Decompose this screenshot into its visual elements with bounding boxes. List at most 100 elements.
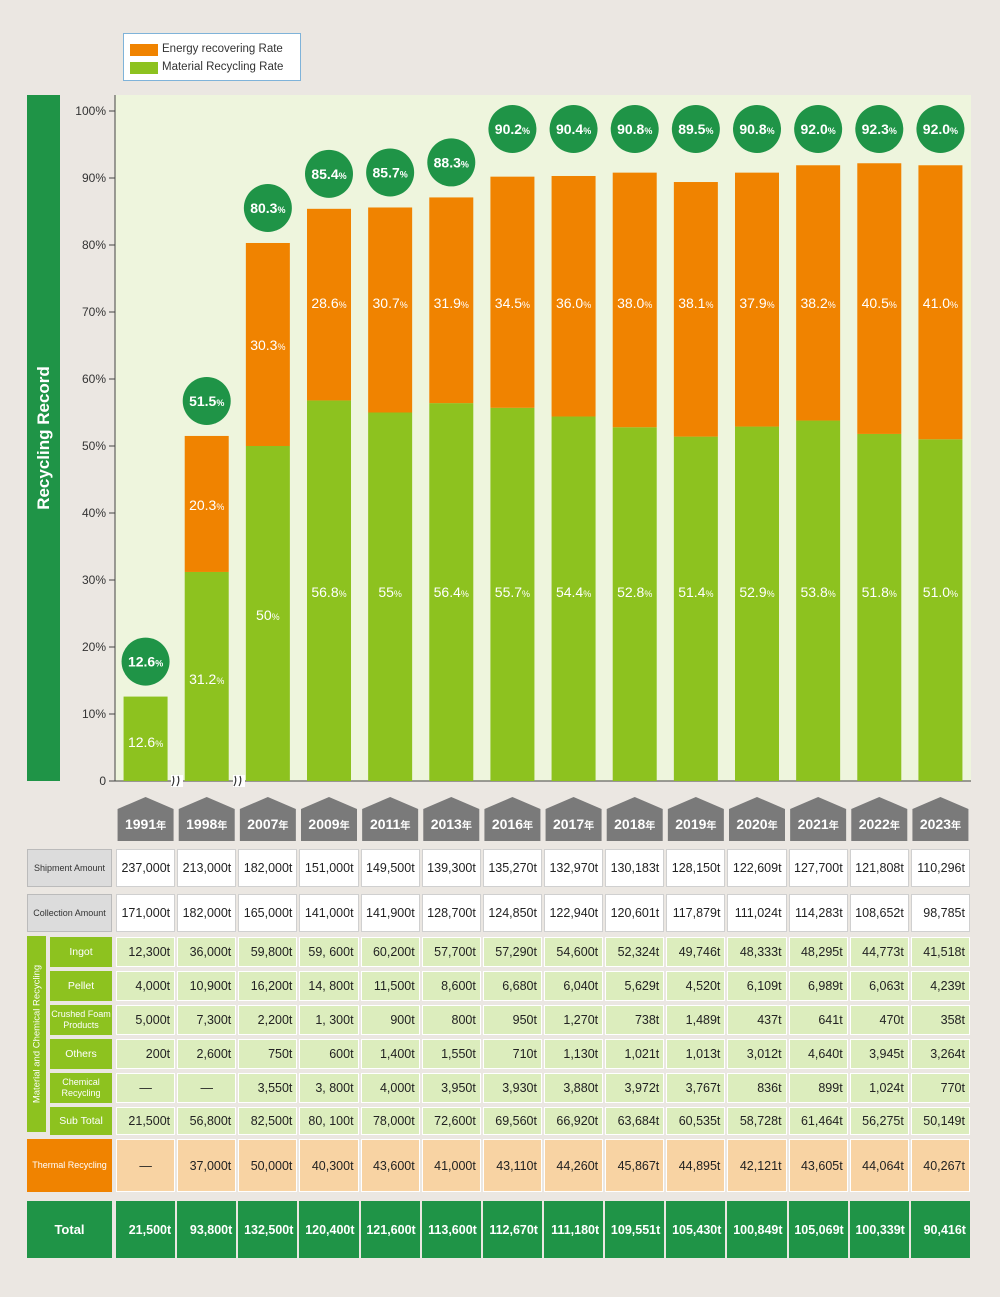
total-label: 90.4% xyxy=(556,121,591,137)
table-cell: 149,500t xyxy=(360,849,420,887)
row-header-shipment-amount: Shipment Amount xyxy=(27,849,112,887)
table-cell: 2,200t xyxy=(238,1005,298,1035)
label-energy: 34.5% xyxy=(495,295,530,311)
table-cell: 40,267t xyxy=(910,1139,970,1192)
total-label: 92.3% xyxy=(862,121,897,137)
table-cell: 59, 600t xyxy=(299,937,359,967)
bar-material xyxy=(796,420,841,781)
bar-energy xyxy=(307,208,351,401)
bar-material xyxy=(123,696,168,781)
table-cell: — xyxy=(177,1073,237,1103)
legend-swatch-material xyxy=(130,62,158,74)
table-cell: 21,500t xyxy=(116,1201,176,1258)
table-cell: 4,000t xyxy=(360,1073,420,1103)
bar-energy xyxy=(490,176,535,408)
table-cell: 114,283t xyxy=(788,894,848,932)
label-material: 50% xyxy=(256,607,280,623)
total-label: 51.5% xyxy=(189,393,224,409)
table-cell: 37,000t xyxy=(177,1139,237,1192)
total-label: 92.0% xyxy=(923,121,958,137)
year-label: 2017年 xyxy=(553,816,594,832)
table-cell: 110,296t xyxy=(910,849,970,887)
label-energy: 30.3% xyxy=(250,337,285,353)
label-energy: 28.6% xyxy=(311,295,346,311)
bar-material xyxy=(429,403,474,781)
label-material: 55% xyxy=(378,584,402,600)
bar-material xyxy=(551,416,596,781)
table-cell: 127,700t xyxy=(788,849,848,887)
year-label: 2023年 xyxy=(920,816,961,832)
year-tag xyxy=(851,797,908,841)
year-tag xyxy=(484,797,541,841)
label-energy: 38.2% xyxy=(801,295,836,311)
table-cell: 10,900t xyxy=(177,971,237,1001)
table-cell: 11,500t xyxy=(360,971,420,1001)
table-cell: 237,000t xyxy=(116,849,176,887)
table-cell: 3,767t xyxy=(666,1073,726,1103)
table-cell: 40,300t xyxy=(299,1139,359,1192)
table-cell: 6,989t xyxy=(788,971,848,1001)
y-tick-label: 0 xyxy=(99,774,106,788)
label-material: 51.8% xyxy=(862,584,897,600)
total-label: 90.8% xyxy=(739,121,774,137)
table-cell: 121,600t xyxy=(360,1201,420,1258)
table-cell: 6,109t xyxy=(727,971,787,1001)
bar-energy xyxy=(429,197,474,404)
year-tag xyxy=(178,797,235,841)
table-cell: 66,920t xyxy=(544,1107,604,1135)
total-circle xyxy=(671,105,720,153)
table-cell: 1,270t xyxy=(544,1005,604,1035)
recycling-chart: 0 10% 20% 30% 40% 50% 60% 70% 80% 90% 100% 12.6% 31.… xyxy=(75,95,971,841)
table-cell: 139,300t xyxy=(421,849,481,887)
legend-label-energy: Energy recovering Rate xyxy=(162,43,283,55)
table-cell: 1, 300t xyxy=(299,1005,359,1035)
row-header-thermal-recycling: Thermal Recycling xyxy=(27,1139,112,1192)
table-cell: 48,333t xyxy=(727,937,787,967)
table-cell: 213,000t xyxy=(177,849,237,887)
table-cell: 44,260t xyxy=(544,1139,604,1192)
table-cell: 43,110t xyxy=(482,1139,542,1192)
bar-energy xyxy=(551,175,596,417)
label-material: 53.8% xyxy=(801,584,836,600)
table-cell: 899t xyxy=(788,1073,848,1103)
label-energy: 36.0% xyxy=(556,295,591,311)
table-cell: 50,149t xyxy=(910,1107,970,1135)
table-cell: 12,300t xyxy=(116,937,176,967)
table-cell: 105,430t xyxy=(666,1201,726,1258)
table-cell: 3, 800t xyxy=(299,1073,359,1103)
table-cell: 44,773t xyxy=(849,937,909,967)
table-cell: 128,700t xyxy=(421,894,481,932)
y-tick-label: 60% xyxy=(82,372,106,386)
table-cell: 111,180t xyxy=(544,1201,604,1258)
total-circle xyxy=(427,138,476,187)
bar-material xyxy=(490,407,535,781)
total-circle xyxy=(610,105,659,153)
y-tick-label: 90% xyxy=(82,171,106,185)
year-label: 2007年 xyxy=(247,816,288,832)
table-cell: 132,970t xyxy=(544,849,604,887)
table-cell: 182,000t xyxy=(238,849,298,887)
table-cell: 1,021t xyxy=(605,1039,665,1069)
table-cell: 78,000t xyxy=(360,1107,420,1135)
bar-energy xyxy=(368,207,413,413)
total-label: 88.3% xyxy=(434,154,469,170)
year-label: 2018年 xyxy=(614,816,655,832)
label-energy: 31.9% xyxy=(434,295,469,311)
total-label: 92.0% xyxy=(801,121,836,137)
table-cell: 61,464t xyxy=(788,1107,848,1135)
year-tag xyxy=(912,797,969,841)
y-tick-label: 30% xyxy=(82,573,106,587)
table-cell: 141,900t xyxy=(360,894,420,932)
table-cell: 111,024t xyxy=(727,894,787,932)
row-header-pellet: Pellet xyxy=(50,971,112,1001)
table-cell: 117,879t xyxy=(666,894,726,932)
table-cell: — xyxy=(116,1139,176,1192)
table-cell: 128,150t xyxy=(666,849,726,887)
table-cell: 4,239t xyxy=(910,971,970,1001)
label-material: 56.8% xyxy=(311,584,346,600)
table-cell: 122,940t xyxy=(544,894,604,932)
table-cell: 80, 100t xyxy=(299,1107,359,1135)
y-tick-label: 40% xyxy=(82,506,106,520)
table-cell: 41,000t xyxy=(421,1139,481,1192)
bar-material xyxy=(245,446,290,781)
